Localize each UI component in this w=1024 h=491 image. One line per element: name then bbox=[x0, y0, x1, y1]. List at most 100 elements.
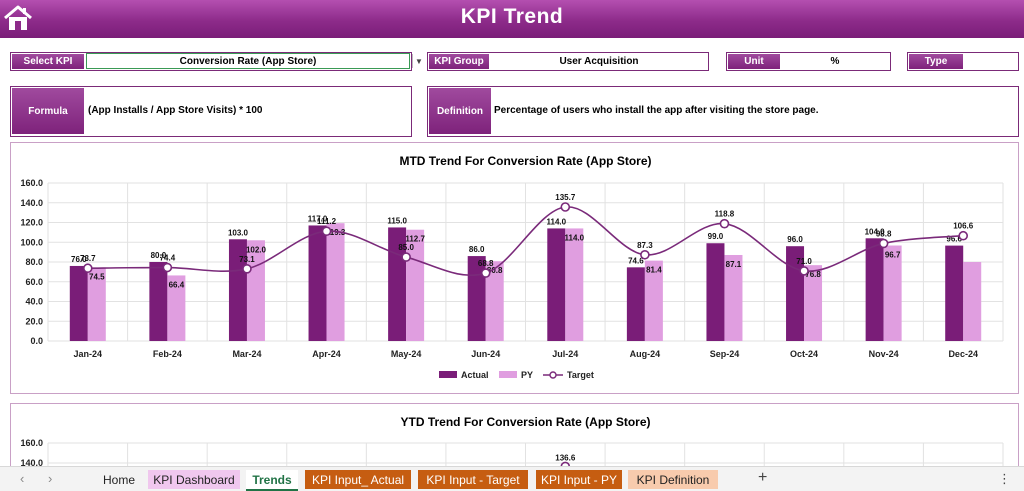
bar-actual bbox=[149, 262, 168, 341]
y-tick-label: 140.0 bbox=[20, 198, 43, 208]
data-label-actual: 99.0 bbox=[708, 232, 724, 241]
data-label-target: 85.0 bbox=[398, 243, 414, 252]
target-point bbox=[162, 262, 173, 273]
bar-actual bbox=[467, 256, 486, 341]
mtd-chart-panel[interactable]: MTD Trend For Conversion Rate (App Store… bbox=[10, 142, 1019, 394]
bar-actual bbox=[69, 265, 88, 341]
y-tick-label: 160.0 bbox=[20, 178, 43, 188]
chart-title: YTD Trend For Conversion Rate (App Store… bbox=[400, 415, 650, 429]
target-point bbox=[560, 202, 571, 212]
definition-box bbox=[427, 86, 1019, 137]
ytd-trend-chart: YTD Trend For Conversion Rate (App Store… bbox=[20, 415, 1004, 467]
chevron-down-icon[interactable]: ▼ bbox=[412, 54, 425, 68]
data-label-target: 98.8 bbox=[876, 229, 892, 238]
y-tick-label: 60.0 bbox=[25, 277, 43, 287]
mtd-trend-chart: MTD Trend For Conversion Rate (App Store… bbox=[20, 154, 1004, 380]
bar-py bbox=[963, 262, 982, 341]
prev-sheet-icon[interactable]: ‹ bbox=[20, 471, 25, 486]
definition-value: Percentage of users who install the app … bbox=[494, 105, 819, 116]
legend-swatch bbox=[439, 371, 457, 378]
sheet-tab-kpi-input-py[interactable]: KPI Input - PY bbox=[536, 470, 622, 489]
x-tick-label: Nov-24 bbox=[869, 349, 899, 359]
select-kpi-dropdown[interactable]: Conversion Rate (App Store) bbox=[86, 53, 410, 69]
home-icon[interactable] bbox=[3, 4, 33, 32]
y-tick-label: 140.0 bbox=[20, 458, 43, 467]
formula-value: (App Installs / App Store Visits) * 100 bbox=[88, 105, 263, 116]
data-label-target: 71.0 bbox=[796, 257, 812, 266]
sheet-tab-kpi-input-actual[interactable]: KPI Input_ Actual bbox=[305, 470, 411, 489]
bar-actual bbox=[547, 228, 566, 341]
formula-label: Formula bbox=[12, 88, 84, 134]
type-value bbox=[965, 53, 1016, 69]
target-point bbox=[321, 226, 332, 236]
legend-label: Target bbox=[567, 370, 594, 380]
data-label-target: 73.7 bbox=[80, 254, 96, 263]
y-tick-label: 100.0 bbox=[20, 237, 43, 247]
data-label-actual: 96.6 bbox=[946, 235, 962, 244]
data-label-py: 112.7 bbox=[405, 235, 425, 244]
bar-actual bbox=[945, 245, 964, 341]
sheet-tab-trends[interactable]: Trends bbox=[246, 470, 298, 491]
target-point bbox=[799, 266, 809, 276]
data-label-actual: 96.0 bbox=[787, 235, 803, 244]
x-tick-label: Feb-24 bbox=[153, 349, 182, 359]
next-sheet-icon[interactable]: › bbox=[48, 471, 53, 486]
bar-actual bbox=[865, 238, 884, 341]
target-point bbox=[958, 230, 969, 241]
y-tick-label: 40.0 bbox=[25, 297, 43, 307]
sheet-tab-kpi-dashboard[interactable]: KPI Dashboard bbox=[148, 470, 240, 489]
x-tick-label: Dec-24 bbox=[948, 349, 978, 359]
sheet-tab-home[interactable]: Home bbox=[96, 470, 142, 489]
x-tick-label: Oct-24 bbox=[790, 349, 818, 359]
data-label-py: 87.1 bbox=[726, 260, 742, 269]
sheet-tab-kpi-input-target[interactable]: KPI Input - Target bbox=[418, 470, 528, 489]
add-sheet-icon[interactable]: + bbox=[758, 469, 768, 486]
data-label-actual: 104.0 bbox=[865, 227, 886, 236]
bar-py bbox=[565, 228, 584, 341]
data-label-actual: 114.0 bbox=[547, 217, 567, 226]
target-point bbox=[242, 264, 252, 274]
data-label-actual: 115.0 bbox=[387, 216, 407, 225]
unit-label: Unit bbox=[728, 54, 780, 69]
data-label-py: 81.4 bbox=[646, 266, 662, 275]
sheet-tab-kpi-definition[interactable]: KPI Definition bbox=[628, 470, 718, 489]
page-title: KPI Trend bbox=[460, 5, 564, 28]
data-label-py: 96.7 bbox=[885, 251, 901, 260]
data-label-actual: 117.0 bbox=[308, 214, 328, 223]
target-point bbox=[719, 218, 730, 229]
data-label-target: 135.7 bbox=[555, 193, 576, 202]
data-label-target: 68.8 bbox=[478, 259, 494, 268]
y-tick-label: 0.0 bbox=[30, 336, 43, 346]
x-tick-label: Aug-24 bbox=[630, 349, 661, 359]
target-point bbox=[480, 268, 491, 278]
target-point bbox=[878, 238, 889, 249]
x-tick-label: Jan-24 bbox=[74, 349, 103, 359]
bar-py bbox=[804, 265, 823, 341]
data-label-py: 74.5 bbox=[89, 272, 105, 281]
target-point bbox=[401, 252, 411, 262]
data-label-target: 111.2 bbox=[317, 217, 337, 226]
legend-marker bbox=[549, 371, 557, 379]
bar-actual bbox=[228, 239, 247, 341]
y-tick-label: 160.0 bbox=[20, 438, 43, 448]
select-kpi-label: Select KPI bbox=[12, 54, 84, 69]
y-tick-label: 20.0 bbox=[25, 316, 43, 326]
data-label-target: 74.4 bbox=[160, 254, 176, 263]
data-label-py: 76.8 bbox=[805, 270, 821, 279]
data-label-target: 106.6 bbox=[953, 222, 974, 231]
kpi-group-label: KPI Group bbox=[429, 54, 489, 69]
data-label-actual: 86.0 bbox=[469, 245, 485, 254]
sheet-tabs-bar: ‹ › Home KPI Dashboard Trends KPI Input_ Ac… bbox=[0, 466, 1024, 491]
data-label-target: 87.3 bbox=[637, 241, 653, 250]
more-options-icon[interactable]: ⋮ bbox=[998, 471, 1011, 486]
bar-actual bbox=[706, 243, 725, 341]
data-label-py: 102.0 bbox=[246, 245, 267, 254]
data-label-py: 119.3 bbox=[326, 228, 346, 237]
data-label-py: 114.0 bbox=[565, 233, 585, 242]
type-label: Type bbox=[909, 54, 963, 69]
data-label-target: 136.6 bbox=[555, 453, 576, 462]
data-label-target: 73.1 bbox=[239, 255, 255, 264]
y-tick-label: 120.0 bbox=[20, 218, 43, 228]
bar-py bbox=[326, 223, 345, 341]
target-point bbox=[82, 263, 93, 274]
